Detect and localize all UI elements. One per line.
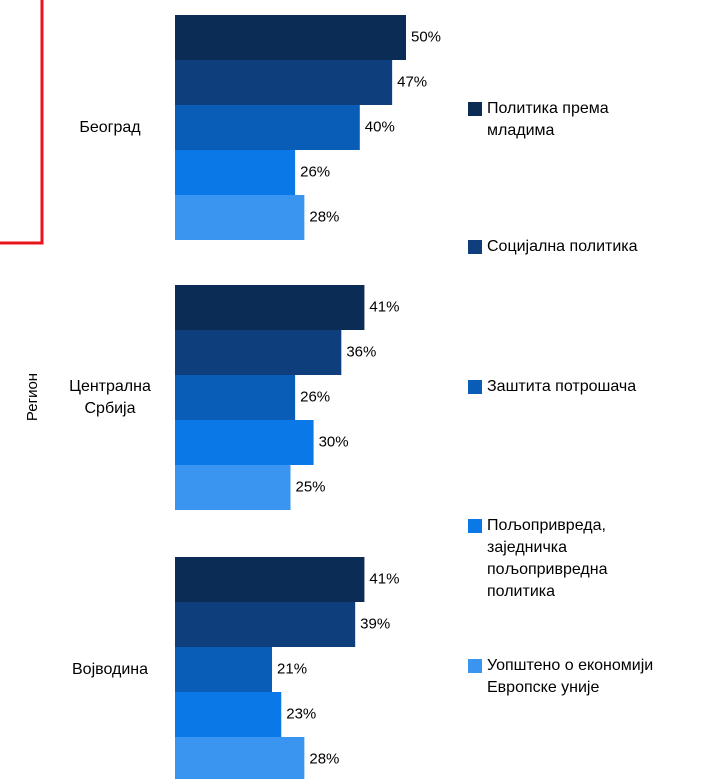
category-label: Београд — [79, 118, 141, 136]
legend-swatch — [468, 659, 482, 673]
legend-item: Политика према младима — [468, 98, 647, 142]
data-label: 26% — [300, 388, 330, 405]
bar — [175, 602, 356, 647]
bar — [175, 465, 291, 510]
data-label: 26% — [300, 163, 330, 180]
legend-label: Социјална политика — [487, 238, 638, 255]
legend-item: Уопштено о економији Европске уније — [468, 655, 709, 699]
category-label: Централна Србија — [69, 377, 151, 417]
y-axis-label: Регион — [24, 373, 41, 421]
data-label: 50% — [411, 28, 441, 45]
legend-label: Политика према младима — [487, 100, 609, 139]
data-label: 28% — [309, 208, 339, 225]
bar — [175, 420, 314, 465]
legend-label: Уопштено о економији Европске уније — [487, 657, 654, 696]
legend-swatch — [468, 519, 482, 533]
data-label: 47% — [397, 73, 427, 90]
data-label: 30% — [319, 433, 349, 450]
bar — [175, 737, 305, 779]
bar — [175, 375, 296, 420]
bar — [175, 15, 406, 60]
data-label: 25% — [296, 478, 326, 495]
data-label: 39% — [360, 615, 390, 632]
data-label: 41% — [369, 570, 399, 587]
data-label: 36% — [346, 343, 376, 360]
data-label: 40% — [365, 118, 395, 135]
category-label: Војводина — [72, 660, 148, 678]
bar — [175, 195, 305, 240]
legend-label: Заштита потрошача — [487, 378, 637, 395]
bar — [175, 60, 393, 105]
bar — [175, 105, 360, 150]
data-label: 28% — [309, 750, 339, 767]
legend-item: Пољопривреда, заједничка пољопривредна п… — [468, 515, 657, 603]
bar — [175, 150, 296, 195]
bar — [175, 692, 282, 737]
highlight-box — [0, 0, 44, 245]
bar — [175, 330, 342, 375]
legend-item: Заштита потрошача — [468, 376, 709, 398]
data-label: 21% — [277, 660, 307, 677]
legend-swatch — [468, 380, 482, 394]
data-label: 41% — [369, 298, 399, 315]
data-label: 23% — [286, 705, 316, 722]
bar — [175, 647, 273, 692]
legend-swatch — [468, 240, 482, 254]
bar — [175, 557, 365, 602]
legend-label: Пољопривреда, заједничка пољопривредна п… — [487, 517, 608, 600]
bar — [175, 285, 365, 330]
legend-item: Социјална политика — [468, 236, 709, 258]
legend-swatch — [468, 102, 482, 116]
